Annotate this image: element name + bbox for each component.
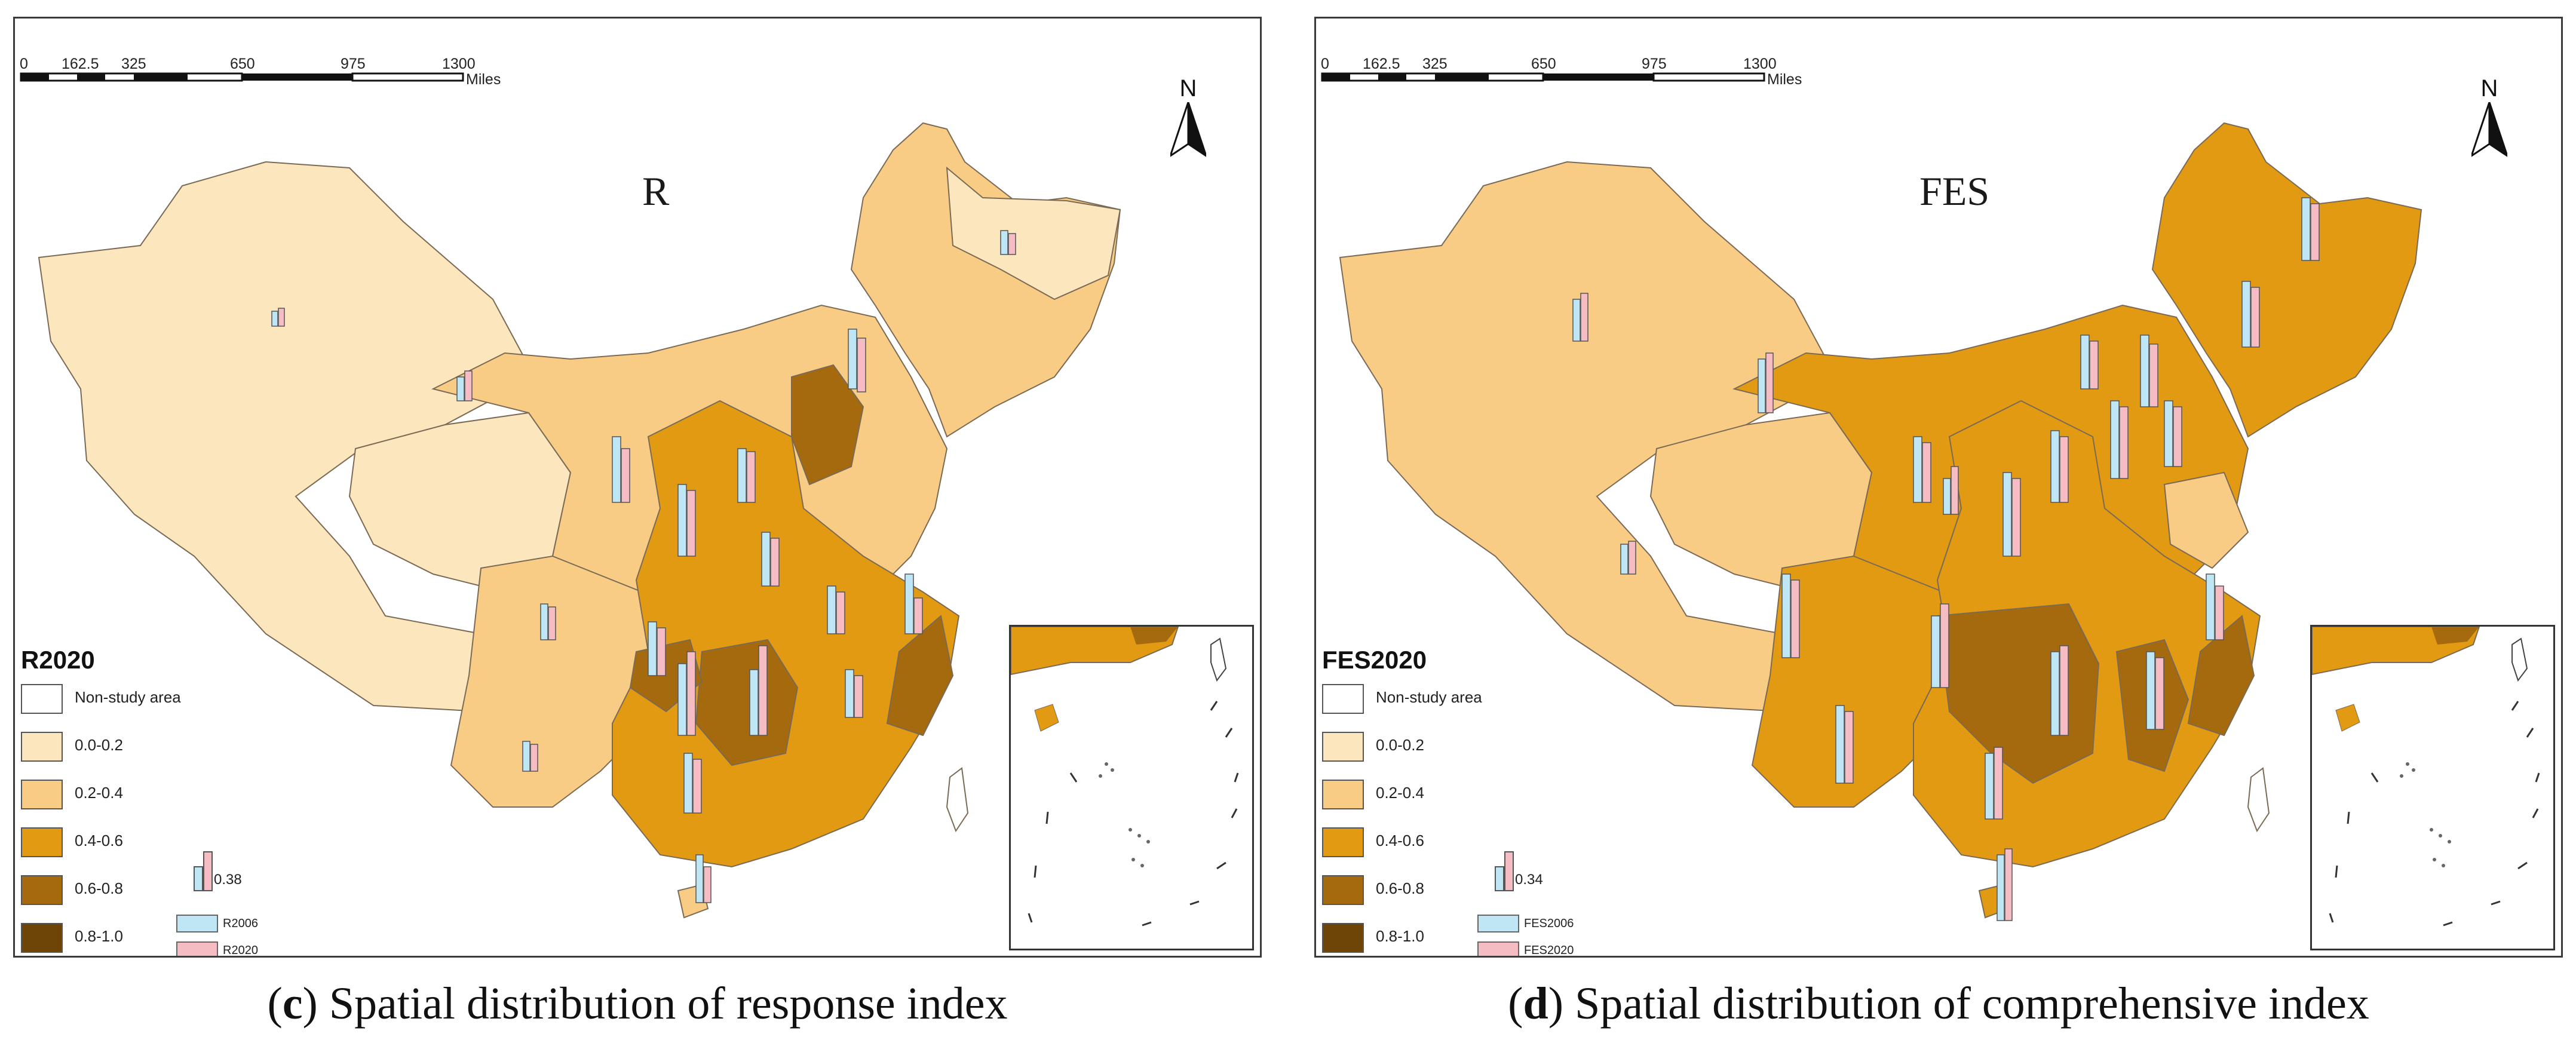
bar-key-swatch-2006	[1477, 915, 1519, 932]
bar-key: 0.38 R2006 R2020	[176, 849, 296, 957]
scale-tick: 325	[121, 56, 146, 72]
scale-tick: 650	[1531, 56, 1556, 72]
bar-key-swatch-2020	[1477, 941, 1519, 956]
legend-label: 0.0-0.2	[75, 736, 123, 754]
map-title: FES	[1919, 168, 1990, 214]
legend-label: 0.6-0.8	[75, 879, 123, 897]
scale-tick: 975	[1642, 56, 1667, 72]
caption-text: Spatial distribution of comprehensive in…	[1575, 978, 2369, 1029]
bar-key-swatch-2006	[176, 915, 218, 932]
scale-tick: 650	[230, 56, 255, 72]
legend: FES2020 Non-study area 0.0-0.2 0.2-0.4 0…	[1322, 646, 1537, 956]
legend-swatch	[1322, 780, 1364, 809]
legend-label: Non-study area	[75, 688, 181, 706]
province-bars	[1572, 197, 2320, 921]
map-canvas	[1321, 72, 2422, 921]
legend-swatch	[21, 684, 63, 714]
bar-key-label: FES2006	[1524, 917, 1574, 930]
legend-label: 0.6-0.8	[1376, 879, 1424, 897]
south-china-sea-inset	[2310, 625, 2555, 950]
north-arrow-icon: N	[2465, 75, 2513, 165]
scale-tick: 325	[1422, 56, 1448, 72]
legend-swatch	[21, 732, 63, 762]
china-map	[38, 122, 1121, 919]
scale-tick: 0	[20, 56, 28, 72]
scale-tick: 162.5	[62, 56, 99, 72]
caption-text: Spatial distribution of response index	[329, 978, 1008, 1029]
legend-swatch	[1322, 875, 1364, 905]
legend-label: 0.8-1.0	[75, 927, 123, 945]
bar-key-icon	[194, 851, 213, 891]
bar-key-label: FES2020	[1524, 944, 1574, 957]
legend-label: 0.0-0.2	[1376, 736, 1424, 754]
map-panel-comprehensive: 0 162.5 325 650 975 1300 Miles N FES FES…	[1314, 17, 2563, 958]
bar-key: 0.34 FES2006 FES2020	[1477, 849, 1597, 957]
legend-swatch	[21, 875, 63, 905]
legend-label: 0.8-1.0	[1376, 927, 1424, 945]
legend-label: 0.4-0.6	[1376, 832, 1424, 849]
bar-key-value: 0.38	[214, 872, 242, 888]
bar-key-label: R2020	[223, 944, 258, 957]
scale-tick: 1300	[1743, 56, 1777, 72]
bar-key-swatch-2020	[176, 941, 218, 956]
scale-tick: 162.5	[1363, 56, 1400, 72]
map-canvas	[20, 72, 1121, 919]
south-china-sea-inset	[1009, 625, 1254, 950]
map-title: R	[642, 168, 670, 214]
legend-label: Non-study area	[1376, 688, 1482, 706]
legend-swatch	[1322, 923, 1364, 953]
map-panel-response: 0 162.5 325 650 975 1300 Miles N R R2020…	[13, 17, 1262, 958]
legend-swatch	[21, 827, 63, 857]
bar-key-icon	[1495, 851, 1514, 891]
bar-key-value: 0.34	[1515, 872, 1543, 888]
legend-swatch	[1322, 827, 1364, 857]
province-bars	[271, 230, 1016, 903]
caption-letter: c	[282, 978, 303, 1029]
legend-swatch	[21, 780, 63, 809]
legend-title: FES2020	[1322, 646, 1427, 674]
caption-letter: d	[1523, 978, 1548, 1029]
legend-swatch	[1322, 684, 1364, 714]
legend-title: R2020	[21, 646, 95, 674]
scale-tick: 1300	[442, 56, 476, 72]
figure-caption: (d) Spatial distribution of comprehensiv…	[1508, 978, 2369, 1029]
legend: R2020 Non-study area 0.0-0.2 0.2-0.4 0.4…	[21, 646, 236, 956]
china-map	[1339, 122, 2422, 919]
legend-swatch	[1322, 732, 1364, 762]
scale-bar	[20, 72, 464, 82]
north-arrow-icon: N	[1164, 75, 1212, 165]
legend-label: 0.2-0.4	[75, 784, 123, 802]
scale-tick: 0	[1321, 56, 1329, 72]
scale-unit: Miles	[466, 71, 501, 88]
scale-bar	[1321, 72, 1765, 82]
scale-unit: Miles	[1767, 71, 1802, 88]
legend-label: 0.2-0.4	[1376, 784, 1424, 802]
bar-key-label: R2006	[223, 917, 258, 930]
legend-label: 0.4-0.6	[75, 832, 123, 849]
scale-tick: 975	[341, 56, 366, 72]
figure-caption: (c) Spatial distribution of response ind…	[267, 978, 1008, 1029]
legend-swatch	[21, 923, 63, 953]
